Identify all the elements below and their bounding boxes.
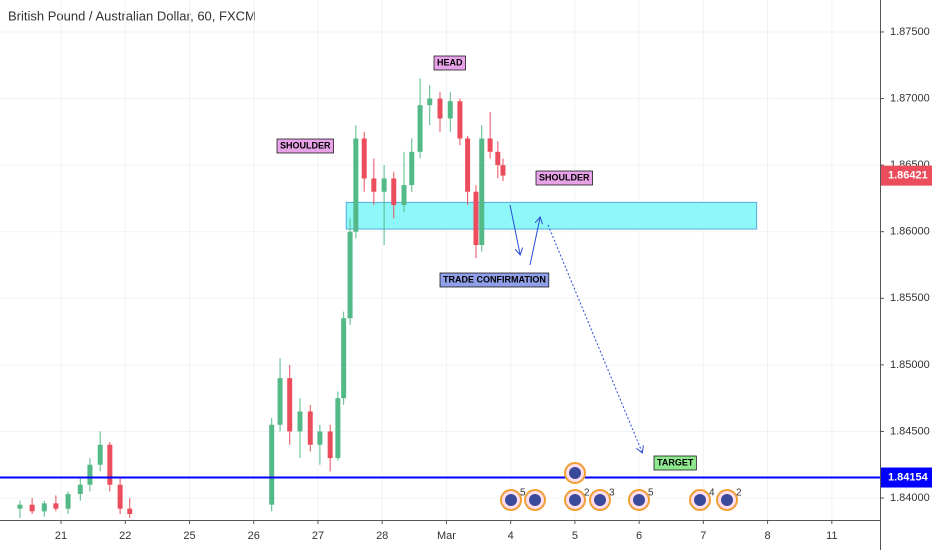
candle-body: [87, 464, 93, 485]
candle-body: [41, 503, 47, 512]
candle-body: [287, 378, 293, 432]
price-tag-label: 1.86421: [888, 170, 928, 182]
candle-body: [97, 444, 103, 465]
candle-body: [347, 231, 353, 319]
x-tick-label: 28: [376, 530, 388, 542]
candle-body: [353, 138, 359, 232]
candle-body: [65, 494, 71, 509]
x-tick-label: Mar: [437, 530, 456, 542]
y-tick-label: 1.85500: [890, 292, 930, 304]
x-tick-label: 6: [636, 530, 642, 542]
x-tick-label: 21: [55, 530, 67, 542]
arrow: [509, 204, 520, 254]
annotation: TARGET: [657, 457, 694, 467]
candle-body: [127, 508, 133, 515]
event-count: 4: [709, 488, 715, 499]
candle-body: [277, 378, 283, 425]
price-tag: [881, 467, 932, 488]
candle-body: [17, 504, 23, 509]
candle-body: [495, 151, 501, 166]
arrows: [509, 204, 642, 452]
chart-title: British Pound / Australian Dollar, 60, F…: [8, 8, 256, 23]
candle-body: [335, 398, 341, 459]
annotation: SHOULDER: [539, 172, 590, 182]
candle-body: [487, 138, 493, 152]
annotation: HEAD: [437, 57, 463, 67]
x-tick-label: 4: [508, 530, 514, 542]
price-tag-label: 1.84154: [888, 471, 929, 483]
candle-body: [107, 444, 113, 485]
annotation: SHOULDER: [280, 140, 331, 150]
event-icon-inner: [721, 494, 733, 506]
candle-body: [381, 178, 387, 192]
event-icon-inner: [569, 494, 581, 506]
candle-body: [427, 98, 433, 106]
candle-body: [361, 138, 367, 179]
x-tick-label: 25: [183, 530, 195, 542]
candle-body: [317, 431, 323, 445]
candle-body: [327, 431, 333, 459]
zone: [345, 201, 758, 230]
event-count: 3: [609, 488, 615, 499]
candle-body: [457, 101, 463, 139]
candle-body: [447, 101, 453, 119]
candle-body: [341, 318, 347, 399]
x-tick-label: 27: [312, 530, 324, 542]
annotation-box: [276, 138, 334, 154]
arrow: [529, 218, 540, 266]
candle-body: [465, 138, 471, 192]
candle-body: [500, 165, 506, 176]
candle-body: [437, 98, 443, 119]
annotation-box: [535, 170, 593, 186]
event-icon-inner: [633, 494, 645, 506]
x-tick-label: 7: [700, 530, 706, 542]
candle-body: [401, 185, 407, 206]
y-tick-label: 1.87500: [890, 26, 930, 38]
event-count: 2: [584, 488, 590, 499]
candle-body: [479, 138, 485, 246]
candle-body: [77, 484, 83, 495]
candle-body: [371, 178, 377, 192]
candle-body: [417, 105, 423, 152]
candle-body: [473, 191, 479, 246]
annotation: TRADE CONFIRMATION: [443, 274, 546, 284]
candle-body: [53, 503, 59, 509]
annotation-box: [653, 455, 697, 471]
y-tick-label: 1.87000: [890, 92, 930, 104]
candle-body: [269, 424, 275, 505]
x-tick-label: 5: [572, 530, 578, 542]
event-icon-inner: [594, 494, 606, 506]
annotation-box: [433, 55, 466, 71]
event-icon-inner: [529, 494, 541, 506]
candle-body: [391, 178, 397, 206]
event-icon-inner: [694, 494, 706, 506]
event-count: 5: [520, 488, 526, 499]
y-tick-label: 1.84500: [890, 425, 930, 437]
x-tick-label: 11: [826, 530, 837, 542]
event-icon-inner: [569, 467, 581, 479]
candle-body: [29, 504, 35, 512]
event-icon-inner: [505, 494, 517, 506]
y-tick-label: 1.84000: [890, 492, 930, 504]
candle-body: [297, 411, 303, 432]
y-tick-label: 1.86000: [890, 226, 930, 238]
x-tick-label: 8: [765, 530, 771, 542]
candle-body: [117, 484, 123, 509]
x-tick-label: 26: [248, 530, 260, 542]
event-count: 5: [648, 488, 654, 499]
event-count: 2: [736, 488, 742, 499]
y-tick-label: 1.85000: [890, 359, 930, 371]
annotation-box: [439, 272, 550, 288]
arrow: [547, 224, 642, 452]
price-tag: [881, 165, 932, 186]
candle-body: [307, 411, 313, 445]
x-tick-label: 22: [119, 530, 131, 542]
candle-body: [409, 151, 415, 186]
